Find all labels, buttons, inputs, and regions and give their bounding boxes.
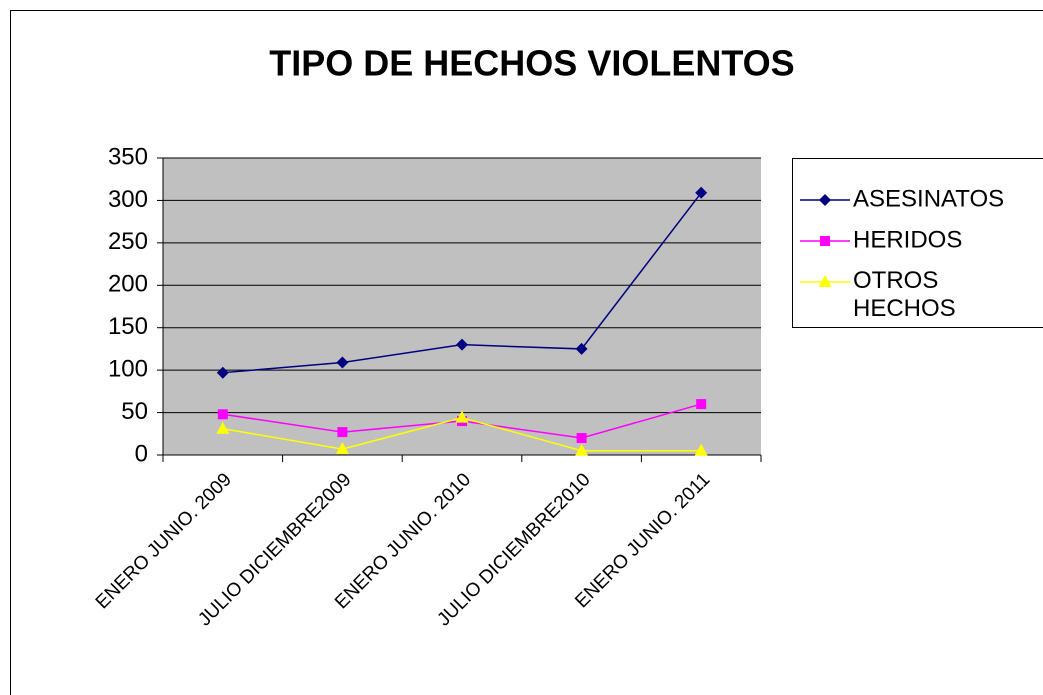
point bbox=[216, 366, 229, 379]
point bbox=[337, 427, 348, 438]
point bbox=[818, 275, 832, 287]
y-tick-label: 350 bbox=[108, 143, 148, 170]
y-tick-label: 300 bbox=[108, 186, 148, 213]
legend-box bbox=[792, 158, 1043, 328]
y-tick-label: 150 bbox=[108, 313, 148, 340]
point bbox=[455, 410, 469, 423]
point bbox=[217, 409, 228, 420]
legend-label: OTROS HECHOS bbox=[853, 267, 956, 322]
point bbox=[694, 443, 708, 456]
y-tick-label: 250 bbox=[108, 228, 148, 255]
legend-label: HERIDOS bbox=[853, 226, 962, 253]
point bbox=[456, 338, 468, 351]
point bbox=[336, 356, 349, 369]
y-tick-label: 200 bbox=[108, 271, 148, 298]
point bbox=[820, 236, 830, 246]
point bbox=[575, 342, 588, 355]
point bbox=[819, 194, 831, 206]
plot-area bbox=[163, 158, 761, 455]
y-tick-label: 50 bbox=[121, 398, 148, 425]
y-tick-label: 100 bbox=[108, 355, 148, 382]
point bbox=[695, 186, 708, 199]
legend-label: ASESINATOS bbox=[853, 185, 1004, 212]
y-tick-label: 0 bbox=[135, 440, 148, 467]
point bbox=[335, 442, 349, 455]
point bbox=[575, 443, 589, 456]
legend: ASESINATOS HERIDOS OTROS HECHOS bbox=[792, 158, 1043, 328]
point bbox=[696, 399, 707, 410]
point bbox=[576, 433, 587, 444]
point bbox=[216, 421, 230, 434]
chart-title: TIPO DE HECHOS VIOLENTOS bbox=[269, 43, 794, 84]
